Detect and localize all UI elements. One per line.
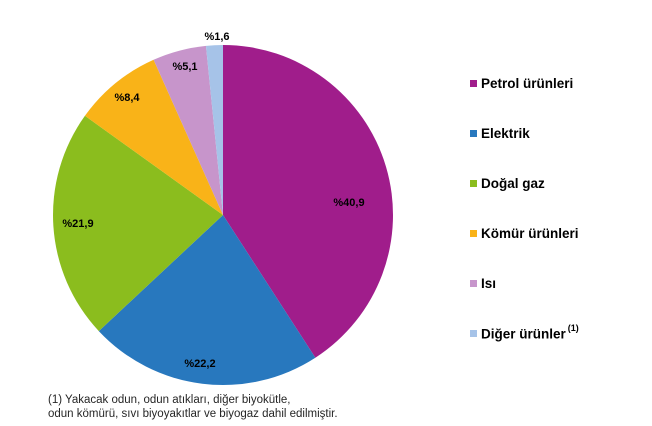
legend-label-dogalgaz: Doğal gaz bbox=[481, 175, 545, 191]
legend-item-petrol: Petrol ürünleri bbox=[470, 75, 573, 91]
legend-swatch-isi-icon bbox=[470, 279, 477, 287]
legend-label-diger-text: Diğer ürünler bbox=[481, 326, 566, 342]
pie-slice-5 bbox=[205, 45, 223, 215]
slice-label-petrol: %40,9 bbox=[333, 197, 365, 209]
legend-label-elektrik: Elektrik bbox=[481, 125, 530, 141]
pie-slice-1 bbox=[98, 215, 316, 385]
pie-slice-3 bbox=[84, 59, 223, 216]
footnote-line-2: odun kömürü, sıvı biyoyakıtlar ve biyoga… bbox=[48, 408, 338, 420]
slice-label-diger: %1,6 bbox=[204, 31, 230, 43]
legend-swatch-petrol-icon bbox=[470, 79, 477, 87]
slice-label-isi: %5,1 bbox=[172, 61, 198, 73]
legend-swatch-komur-icon bbox=[470, 229, 477, 237]
legend-item-elektrik: Elektrik bbox=[470, 125, 530, 141]
legend-swatch-diger-icon bbox=[470, 329, 477, 337]
pie-slice-4 bbox=[153, 45, 223, 215]
footnote: (1) Yakacak odun, odun atıkları, diğer b… bbox=[48, 393, 338, 421]
legend-label-diger: Diğer ürünler (1) bbox=[481, 322, 579, 342]
legend-swatch-dogalgaz-icon bbox=[470, 179, 477, 187]
footnote-line-1: (1) Yakacak odun, odun atıkları, diğer b… bbox=[48, 394, 291, 406]
slice-label-komur: %8,4 bbox=[114, 92, 140, 104]
legend-item-dogalgaz: Doğal gaz bbox=[470, 175, 545, 191]
slice-label-elektrik: %22,2 bbox=[184, 358, 216, 370]
legend-label-isi: Isı bbox=[481, 275, 497, 291]
legend-item-isi: Isı bbox=[470, 275, 496, 291]
pie-slice-2 bbox=[53, 115, 224, 332]
pie bbox=[53, 45, 393, 385]
legend-item-diger: Diğer ürünler (1) bbox=[470, 322, 579, 342]
legend-item-komur: Kömür ürünleri bbox=[470, 225, 579, 241]
pie-slice-0 bbox=[223, 45, 393, 358]
legend-swatch-elektrik-icon bbox=[470, 129, 477, 137]
slice-label-dogalgaz: %21,9 bbox=[62, 218, 94, 230]
legend-superscript-diger: (1) bbox=[567, 322, 579, 333]
legend-label-komur: Kömür ürünleri bbox=[481, 225, 579, 241]
legend-label-petrol: Petrol ürünleri bbox=[481, 75, 574, 91]
